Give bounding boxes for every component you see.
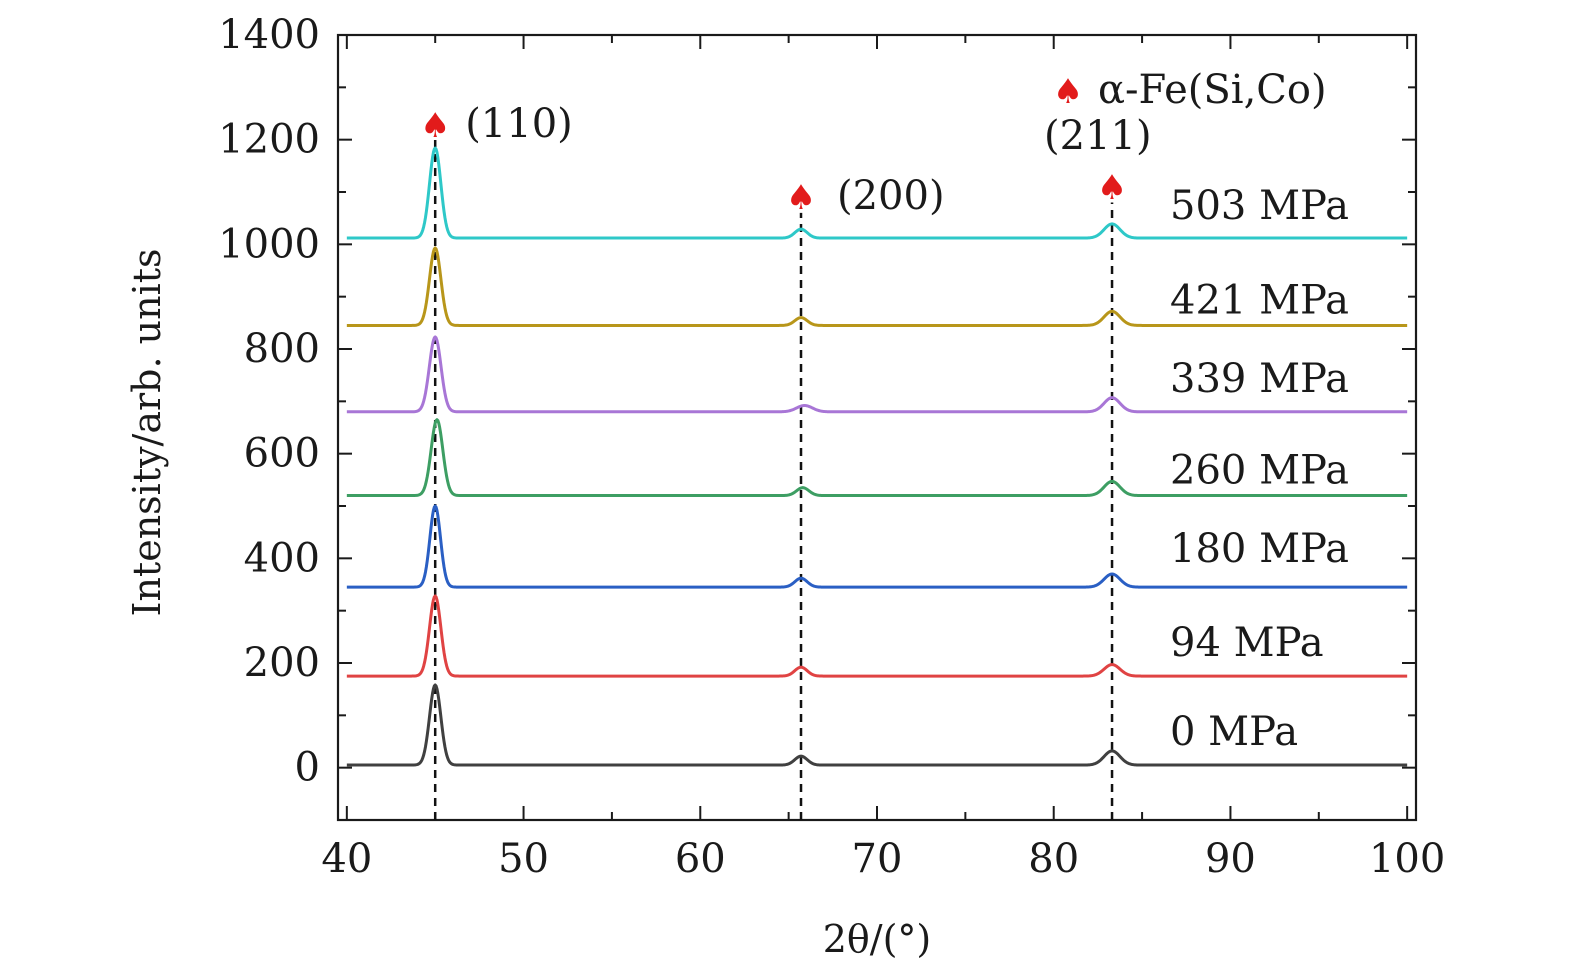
x-tick-label: 50 [498,836,549,882]
axes: 40 50 60 70 80 90 1000200400600800100012001400… [125,12,1445,961]
y-tick-label: 600 [244,431,320,477]
series-line [346,504,1408,589]
y-tick-label: 1400 [218,12,320,58]
x-tick-label: 60 [675,836,726,882]
y-tick-label: 1200 [218,117,320,163]
series-line [346,683,1408,767]
series-line [346,418,1408,498]
series-label: 339 MPa [1170,356,1349,402]
x-axis-title: 2θ/(°) [823,917,932,961]
series-label: 0 MPa [1170,709,1298,755]
peak-label: (110) [465,101,573,147]
spade-marker: ♠ [1097,168,1127,208]
series-label: 421 MPa [1170,277,1349,323]
x-tick-label: 90 [1205,836,1256,882]
x-tick-label: 70 [852,836,903,882]
y-tick-label: 400 [244,535,320,581]
series-label: 503 MPa [1170,183,1349,229]
spade-marker: ♠ [420,106,450,146]
x-tick-label: 100 [1369,836,1445,882]
legend-label: α-Fe(Si,Co) [1098,67,1327,113]
series-line [346,146,1408,240]
series-line [346,246,1408,327]
peak-label: (211) [1044,113,1152,159]
legend-marker: ♠ [1053,72,1083,112]
peak-label: (200) [837,173,945,219]
series-label: 260 MPa [1170,447,1349,493]
y-tick-label: 0 [295,745,320,791]
reference-lines [433,139,1114,820]
y-tick-label: 1000 [218,221,320,267]
y-axis-title: Intensity/arb. units [125,248,169,616]
spade-marker: ♠ [786,178,816,218]
series-layer [346,146,1408,767]
x-tick-label: 40 [321,836,372,882]
series-line [346,594,1408,678]
y-tick-label: 200 [244,640,320,686]
y-tick-label: 800 [244,326,320,372]
series-label: 180 MPa [1170,526,1349,572]
series-line [346,335,1408,414]
plot-frame [336,33,1418,822]
series-label: 94 MPa [1170,620,1324,666]
x-tick-label: 80 [1028,836,1079,882]
